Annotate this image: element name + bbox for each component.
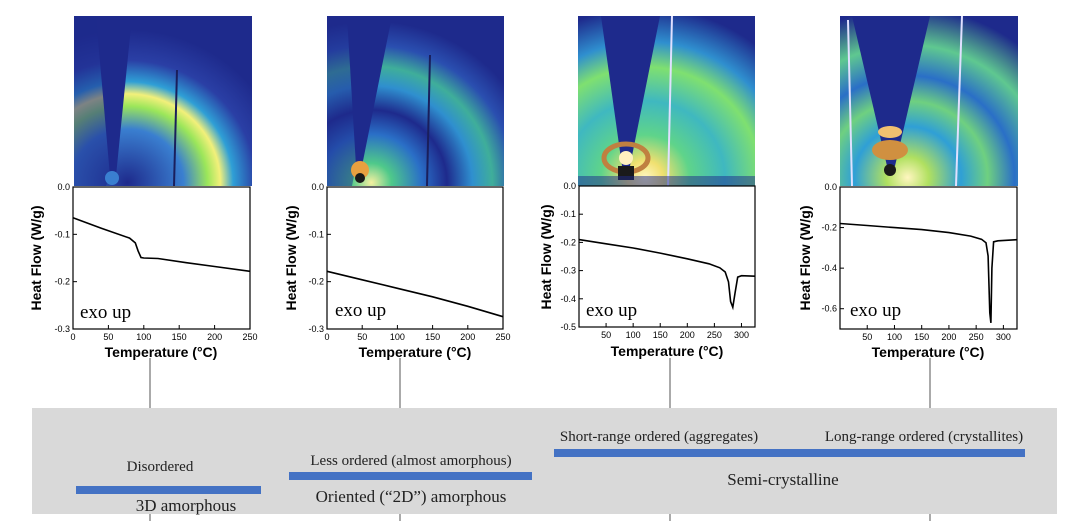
xrd-pattern-1 <box>74 16 252 187</box>
label-long-range: Long-range ordered (crystallites) <box>825 429 1023 445</box>
x-tick-label: 250 <box>707 330 722 340</box>
y-tick-label: 0.0 <box>824 182 837 192</box>
y-tick-label: -0.3 <box>308 324 324 334</box>
x-axis-label: Temperature (°C) <box>611 343 724 359</box>
exo-up-annotation: exo up <box>80 302 131 323</box>
dsc-curve <box>578 238 756 311</box>
x-tick-label: 250 <box>495 332 510 342</box>
label-3d-amorphous: 3D amorphous <box>136 496 237 515</box>
x-tick-label: 0 <box>70 332 75 342</box>
exo-up-annotation: exo up <box>850 300 901 321</box>
y-tick-label: -0.3 <box>560 266 576 276</box>
y-tick-label: -0.1 <box>54 229 70 239</box>
dsc-curve <box>839 222 1018 323</box>
plot-frame <box>578 185 756 328</box>
plot-frame <box>326 186 504 330</box>
x-tick-label: 200 <box>460 332 475 342</box>
x-tick-label: 250 <box>242 332 257 342</box>
y-tick-label: 0.0 <box>563 181 576 191</box>
x-tick-label: 150 <box>172 332 187 342</box>
x-tick-label: 50 <box>862 332 872 342</box>
dsc-panel-2: 0 50 100 150 200 250 0.0 -0.1 -0.2 -0.3 exo up Te… <box>283 182 511 360</box>
label-semi-crystalline: Semi-crystalline <box>727 470 838 489</box>
plot-frame <box>72 186 251 330</box>
y-tick-label: -0.2 <box>560 237 576 247</box>
x-tick-label: 300 <box>734 330 749 340</box>
x-tick-label: 250 <box>969 332 984 342</box>
label-disordered: Disordered <box>127 459 194 475</box>
y-tick-label: 0.0 <box>311 182 324 192</box>
y-tick-label: -0.6 <box>821 304 837 314</box>
y-tick-label: -0.4 <box>821 263 837 273</box>
x-tick-label: 50 <box>103 332 113 342</box>
x-tick-label: 300 <box>996 332 1011 342</box>
x-tick-label: 0 <box>324 332 329 342</box>
y-tick-label: -0.4 <box>560 294 576 304</box>
x-tick-label: 150 <box>653 330 668 340</box>
label-short-range: Short-range ordered (aggregates) <box>560 429 758 445</box>
y-tick-label: -0.2 <box>54 277 70 287</box>
y-tick-label: -0.1 <box>308 229 324 239</box>
y-axis-label: Heat Flow (W/g) <box>283 206 299 311</box>
xrd-pattern-4 <box>840 15 1018 187</box>
x-tick-label: 150 <box>914 332 929 342</box>
label-oriented-amorphous: Oriented (“2D”) amorphous <box>316 487 507 506</box>
y-axis-label: Heat Flow (W/g) <box>28 206 44 311</box>
xrd-pattern-3 <box>578 15 755 187</box>
tick-group: 50 100 150 200 250 300 0.0 -0.2 -0.4 -0.6 <box>821 182 1010 342</box>
y-tick-label: -0.1 <box>560 209 576 219</box>
x-tick-label: 200 <box>941 332 956 342</box>
x-tick-label: 150 <box>425 332 440 342</box>
dsc-curve <box>72 217 251 273</box>
y-axis-label: Heat Flow (W/g) <box>538 205 554 310</box>
xrd-pattern-2 <box>327 16 504 187</box>
x-tick-label: 50 <box>357 332 367 342</box>
x-tick-label: 100 <box>626 330 641 340</box>
x-tick-label: 50 <box>601 330 611 340</box>
x-axis-label: Temperature (°C) <box>872 344 985 360</box>
bar-oriented-amorphous <box>289 472 532 480</box>
y-tick-label: 0.0 <box>57 182 70 192</box>
tick-group: 0 50 100 150 200 250 0.0 -0.1 -0.2 -0.3 <box>308 182 510 342</box>
y-tick-label: -0.2 <box>821 223 837 233</box>
bar-3d-amorphous <box>76 486 261 494</box>
x-axis-label: Temperature (°C) <box>359 344 472 360</box>
dsc-panel-1: 0 50 100 150 200 250 0.0 -0.1 -0.2 -0.3 exo up Te… <box>28 182 258 360</box>
dsc-panel-3: 50 100 150 200 250 300 0.0 -0.1 -0.2 -0.3 -0.4 -0.5… <box>538 181 756 359</box>
tick-group: 50 100 150 200 250 300 0.0 -0.1 -0.2 -0.3 -0.4 -0.5 <box>560 181 748 340</box>
label-less-ordered: Less ordered (almost amorphous) <box>310 453 511 469</box>
x-tick-label: 200 <box>680 330 695 340</box>
dsc-curve <box>326 270 504 318</box>
ordering-band <box>32 408 1057 514</box>
exo-up-annotation: exo up <box>335 300 386 321</box>
y-tick-label: -0.5 <box>560 322 576 332</box>
y-tick-label: -0.3 <box>54 324 70 334</box>
x-tick-label: 100 <box>390 332 405 342</box>
x-axis-label: Temperature (°C) <box>105 344 218 360</box>
x-tick-label: 100 <box>136 332 151 342</box>
y-tick-label: -0.2 <box>308 277 324 287</box>
bar-semi-crystalline <box>554 449 1025 457</box>
x-tick-label: 100 <box>887 332 902 342</box>
tick-group: 0 50 100 150 200 250 0.0 -0.1 -0.2 -0.3 <box>54 182 257 342</box>
x-tick-label: 200 <box>207 332 222 342</box>
exo-up-annotation: exo up <box>586 300 637 321</box>
y-axis-label: Heat Flow (W/g) <box>797 206 813 311</box>
